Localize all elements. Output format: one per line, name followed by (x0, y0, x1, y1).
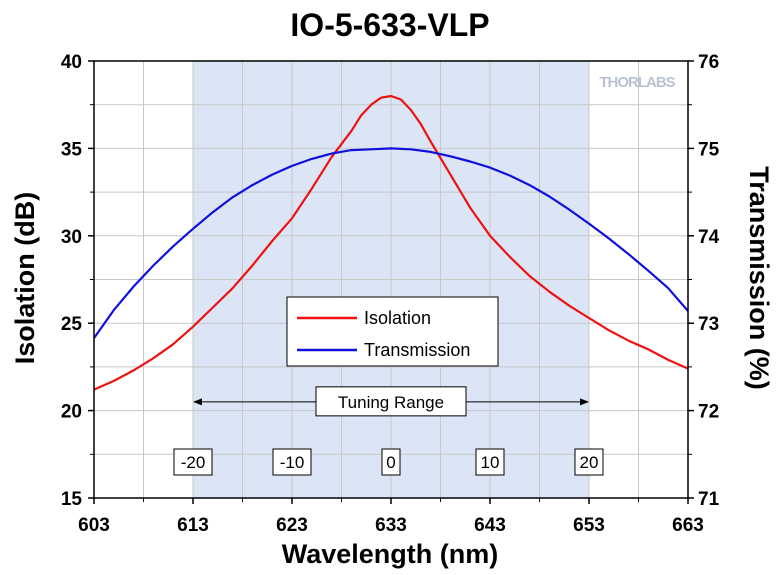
chart-title: IO-5-633-VLP (290, 7, 489, 43)
y2-tick-label: 74 (698, 227, 720, 248)
x-tick-label: 653 (573, 515, 605, 536)
y-tick-label: 25 (61, 314, 83, 335)
series-line-isolation (93, 94, 689, 391)
arrowhead-right-icon (580, 398, 589, 406)
y2-tick-label: 72 (698, 402, 719, 423)
series-layer (93, 94, 689, 391)
y2-axis-title: Transmission (%) (744, 166, 774, 390)
tuning-range-label: Tuning Range (338, 393, 444, 412)
x-tick-label: 623 (276, 515, 308, 536)
offset-label-box (272, 448, 312, 476)
y-tick-label: 20 (61, 402, 82, 423)
legend-label-transmission: Transmission (364, 340, 470, 360)
x-tick-label: 603 (78, 515, 110, 536)
grid-lines (93, 60, 689, 499)
y-tick-label: 15 (61, 489, 83, 510)
tuning-range-annotation: Tuning Range -20 -10 0 10 20 (173, 386, 604, 476)
offset-label: -20 (181, 453, 206, 472)
offset-label: 0 (386, 453, 395, 472)
legend: Isolation Transmission (286, 296, 499, 367)
y2-tick-label: 76 (698, 52, 719, 73)
offset-label: 10 (481, 453, 500, 472)
y2-tick-label: 73 (698, 314, 719, 335)
offset-label-box (475, 448, 505, 476)
y-tick-label: 40 (61, 52, 82, 73)
y-tick-label: 30 (61, 227, 82, 248)
legend-box (286, 296, 499, 367)
offset-label-box (574, 448, 604, 476)
series-line-transmission (93, 147, 689, 339)
x-tick-label: 613 (177, 515, 209, 536)
offset-label-box (381, 448, 401, 476)
x-tick-label: 663 (672, 515, 704, 536)
x-tick-label: 643 (474, 515, 506, 536)
y2-tick-label: 75 (698, 139, 720, 160)
legend-label-isolation: Isolation (364, 308, 431, 328)
arrowhead-left-icon (193, 398, 202, 406)
x-axis-title: Wavelength (nm) (282, 539, 499, 569)
watermark-logo: THORLABS (599, 74, 675, 91)
offset-label: -10 (280, 453, 305, 472)
axes: 603 613 623 633 643 653 663 15 20 25 30 35 40 71 72 73 7… (61, 52, 720, 536)
y-axis-title: Isolation (dB) (10, 192, 40, 364)
y2-tick-label: 71 (698, 489, 720, 510)
offset-label-box (173, 448, 213, 476)
y-tick-label: 35 (61, 139, 83, 160)
x-tick-label: 633 (375, 515, 407, 536)
offset-label: 20 (580, 453, 599, 472)
tuning-range-label-box (315, 386, 467, 417)
